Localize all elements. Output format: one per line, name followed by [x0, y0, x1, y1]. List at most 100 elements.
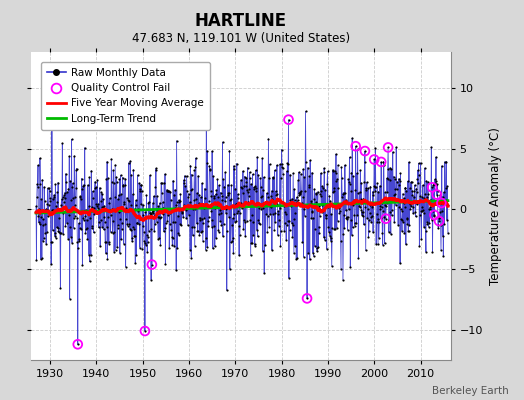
Point	[117, 236, 125, 242]
Point	[107, 179, 116, 185]
Point	[158, 207, 167, 213]
Point	[267, 193, 275, 200]
Point	[135, 221, 143, 227]
Point	[127, 172, 136, 178]
Point	[162, 208, 170, 214]
Point	[380, 162, 388, 168]
Point	[242, 175, 250, 181]
Point	[139, 212, 148, 218]
Point	[255, 204, 264, 211]
Text: Berkeley Earth: Berkeley Earth	[432, 386, 508, 396]
Point	[51, 181, 60, 188]
Point	[342, 207, 350, 214]
Point	[211, 191, 220, 198]
Point	[143, 192, 151, 198]
Point	[132, 197, 140, 204]
Point	[293, 199, 302, 206]
Point	[235, 223, 243, 229]
Point	[112, 174, 121, 180]
Point	[92, 184, 101, 190]
Point	[169, 235, 177, 241]
Point	[247, 239, 256, 246]
Point	[225, 148, 234, 154]
Point	[157, 214, 165, 220]
Point	[405, 228, 413, 234]
Point	[428, 184, 436, 190]
Point	[251, 183, 259, 189]
Point	[208, 148, 216, 154]
Point	[356, 196, 365, 202]
Point	[325, 193, 334, 199]
Point	[396, 170, 405, 176]
Point	[198, 180, 206, 186]
Point	[38, 222, 47, 228]
Point	[99, 196, 107, 203]
Point	[400, 199, 408, 206]
Point	[47, 261, 56, 268]
Point	[354, 190, 362, 196]
Point	[334, 185, 343, 191]
Point	[219, 233, 227, 240]
Point	[361, 204, 369, 210]
Point	[115, 208, 123, 215]
Point	[348, 224, 357, 230]
Point	[176, 221, 184, 227]
Point	[364, 185, 372, 192]
Point	[229, 215, 237, 222]
Point	[411, 213, 420, 220]
Point	[393, 178, 401, 185]
Point	[43, 185, 52, 191]
Point	[438, 163, 446, 169]
Point	[439, 233, 447, 239]
Point	[118, 220, 126, 226]
Point	[346, 264, 354, 271]
Point	[106, 206, 114, 213]
Point	[181, 204, 189, 210]
Point	[396, 260, 404, 266]
Point	[212, 187, 221, 193]
Point	[47, 239, 55, 246]
Point	[95, 207, 104, 214]
Point	[281, 209, 290, 216]
Point	[236, 184, 245, 190]
Point	[202, 160, 211, 166]
Point	[351, 222, 359, 229]
Point	[279, 165, 287, 172]
Point	[340, 189, 348, 196]
Point	[294, 190, 303, 197]
Point	[223, 228, 231, 234]
Point	[112, 206, 120, 212]
Point	[143, 248, 151, 255]
Point	[104, 214, 112, 221]
Point	[54, 179, 62, 186]
Point	[67, 234, 75, 240]
Point	[107, 212, 115, 218]
Point	[244, 198, 253, 205]
Point	[377, 215, 385, 221]
Point	[232, 218, 241, 225]
Point	[154, 236, 162, 242]
Point	[134, 206, 142, 212]
Point	[205, 163, 214, 169]
Point	[394, 197, 402, 204]
Point	[92, 208, 101, 215]
Point	[116, 216, 124, 222]
Point	[134, 208, 143, 215]
Point	[178, 210, 187, 216]
Point	[74, 244, 82, 251]
Point	[199, 220, 208, 226]
Point	[276, 205, 284, 211]
Point	[97, 198, 105, 205]
Point	[65, 153, 73, 160]
Point	[350, 197, 358, 203]
Point	[237, 205, 246, 212]
Point	[311, 243, 319, 249]
Point	[177, 222, 185, 229]
Point	[413, 167, 422, 174]
Point	[395, 182, 403, 188]
Point	[384, 176, 392, 182]
Point	[53, 198, 61, 205]
Point	[58, 207, 66, 214]
Point	[129, 226, 138, 232]
Point	[116, 172, 125, 178]
